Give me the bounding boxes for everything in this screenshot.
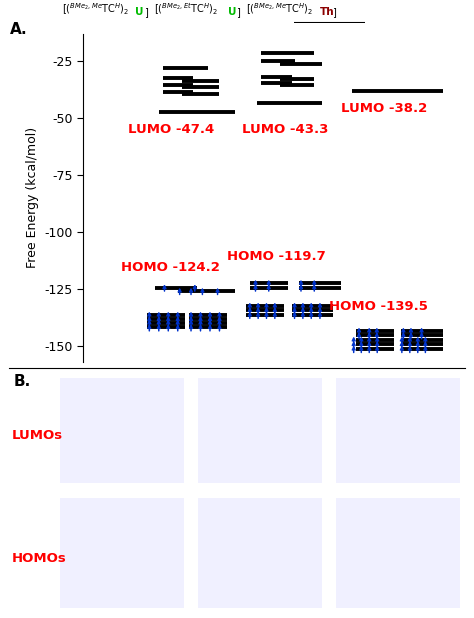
- Text: ]: ]: [144, 7, 147, 17]
- Text: HOMO -119.7: HOMO -119.7: [227, 250, 326, 263]
- FancyBboxPatch shape: [60, 378, 184, 483]
- Text: B.: B.: [14, 375, 31, 389]
- Text: HOMOs: HOMOs: [12, 552, 66, 565]
- Text: [($^{BMe_2,Me}$TC$^H$)$_2$: [($^{BMe_2,Me}$TC$^H$)$_2$: [62, 2, 129, 17]
- Text: U: U: [228, 7, 236, 17]
- FancyBboxPatch shape: [198, 378, 322, 483]
- FancyBboxPatch shape: [60, 497, 184, 607]
- Text: HOMO -124.2: HOMO -124.2: [121, 261, 220, 274]
- Text: LUMO -38.2: LUMO -38.2: [341, 102, 427, 115]
- Text: U: U: [135, 7, 144, 17]
- FancyBboxPatch shape: [336, 378, 460, 483]
- Text: ]: ]: [236, 7, 240, 17]
- Text: [($^{BMe_2,Et}$TC$^H$)$_2$: [($^{BMe_2,Et}$TC$^H$)$_2$: [154, 2, 219, 17]
- Text: LUMO -43.3: LUMO -43.3: [242, 123, 328, 136]
- Text: LUMOs: LUMOs: [12, 429, 63, 442]
- Y-axis label: Free Energy (kcal/mol): Free Energy (kcal/mol): [26, 127, 38, 268]
- Text: A.: A.: [9, 22, 27, 36]
- Text: HOMO -139.5: HOMO -139.5: [329, 300, 428, 313]
- Text: ]: ]: [332, 7, 336, 17]
- Text: [($^{BMe_2,Me}$TC$^H$)$_2$: [($^{BMe_2,Me}$TC$^H$)$_2$: [246, 2, 314, 17]
- Text: LUMO -47.4: LUMO -47.4: [128, 123, 215, 136]
- FancyBboxPatch shape: [198, 497, 322, 607]
- FancyBboxPatch shape: [336, 497, 460, 607]
- Text: Th: Th: [320, 7, 335, 17]
